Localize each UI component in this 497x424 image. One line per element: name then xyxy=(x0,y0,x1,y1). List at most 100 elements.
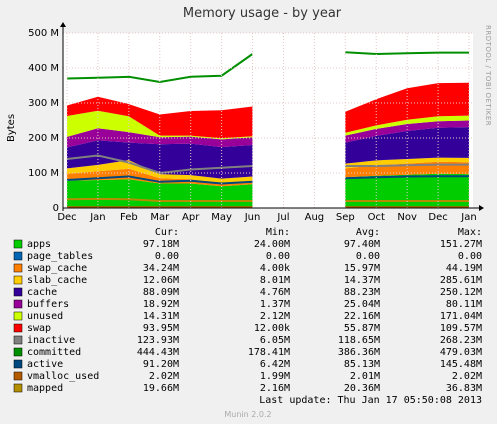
legend-avg-value: 14.37M xyxy=(344,275,380,286)
legend-max-value: 171.04M xyxy=(440,311,482,322)
x-tick-label: Dec xyxy=(57,212,76,223)
legend-min-value: 1.37M xyxy=(260,299,290,310)
chart-title: Memory usage - by year xyxy=(183,6,342,21)
legend-avg-value: 22.16M xyxy=(344,311,380,322)
legend-avg-value: 88.23M xyxy=(344,287,380,298)
x-tick-label: Jan xyxy=(460,212,476,223)
legend-min-value: 12.00k xyxy=(254,323,290,334)
x-tick-label: Nov xyxy=(397,212,417,223)
legend-cur-value: 444.43M xyxy=(137,347,179,358)
legend-name: page_tables xyxy=(27,251,93,262)
legend-name: mapped xyxy=(27,383,63,394)
legend-avg-value: 15.97M xyxy=(344,263,380,274)
y-tick-label: 400 M xyxy=(28,63,59,74)
legend-cur-value: 123.93M xyxy=(137,335,179,346)
legend-min-value: 178.41M xyxy=(248,347,290,358)
x-axis-arrow xyxy=(479,205,484,211)
legend-name: committed xyxy=(27,347,81,358)
legend-name: buffers xyxy=(27,299,69,310)
legend-avg-value: 118.65M xyxy=(338,335,380,346)
legend-name: vmalloc_used xyxy=(27,371,99,382)
legend-max-value: 268.23M xyxy=(440,335,482,346)
legend-max-value: 250.12M xyxy=(440,287,482,298)
legend-max-value: 44.19M xyxy=(446,263,482,274)
legend-avg-value: 55.87M xyxy=(344,323,380,334)
legend-avg-value: 0.00 xyxy=(356,251,380,262)
area-unused xyxy=(67,110,253,140)
legend-min-value: 6.42M xyxy=(260,359,290,370)
legend-name: apps xyxy=(27,239,51,250)
x-tick-label: Sep xyxy=(336,212,355,223)
legend-cur-value: 12.06M xyxy=(143,275,179,286)
legend-cur-value: 0.00 xyxy=(155,251,179,262)
legend-cur-value: 91.20M xyxy=(143,359,179,370)
legend-name: swap xyxy=(27,323,51,334)
legend-max-value: 80.11M xyxy=(446,299,482,310)
legend-min-value: 2.16M xyxy=(260,383,290,394)
legend-cur-value: 19.66M xyxy=(143,383,179,394)
legend-swatch-swap xyxy=(13,323,23,333)
x-tick-label: Feb xyxy=(120,212,138,223)
legend-swatch-swap_cache xyxy=(13,263,23,273)
axis-layer: 0 100 M 200 M 300 M 400 M 500 M Dec Jan Feb Mar Ap… xyxy=(28,22,484,223)
legend-swatch-unused xyxy=(13,311,23,321)
legend-max-value: 285.61M xyxy=(440,275,482,286)
x-tick-label: Mar xyxy=(150,212,170,223)
legend-swatch-mapped xyxy=(13,383,23,393)
legend-min-value: 4.76M xyxy=(260,287,290,298)
y-axis-label: Bytes xyxy=(6,114,17,142)
legend-avg-value: 2.01M xyxy=(350,371,380,382)
legend-swatch-inactive xyxy=(13,335,23,345)
legend-max-value: 0.00 xyxy=(458,251,482,262)
legend-cur-value: 18.92M xyxy=(143,299,179,310)
x-tick-label: Jan xyxy=(89,212,105,223)
legend-swatch-page_tables xyxy=(13,251,23,261)
x-tick-label: Oct xyxy=(368,212,385,223)
legend-max-value: 109.57M xyxy=(440,323,482,334)
legend-swatch-apps xyxy=(13,239,23,249)
legend: Cur: Min: Avg: Max: apps 97.18M 24.00M 97.4… xyxy=(13,227,482,394)
x-tick-label: Apr xyxy=(182,212,200,223)
legend-avg-value: 386.36M xyxy=(338,347,380,358)
legend-avg-value: 97.40M xyxy=(344,239,380,250)
legend-min-value: 24.00M xyxy=(254,239,290,250)
area-slab_cache xyxy=(67,160,253,183)
rrdtool-credit: RRDTOOL / TOBI OETIKER xyxy=(484,25,492,126)
legend-max-value: 36.83M xyxy=(446,383,482,394)
legend-header-avg: Avg: xyxy=(356,227,380,238)
legend-min-value: 8.01M xyxy=(260,275,290,286)
legend-cur-value: 97.18M xyxy=(143,239,179,250)
legend-cur-value: 93.95M xyxy=(143,323,179,334)
legend-max-value: 151.27M xyxy=(440,239,482,250)
munin-version: Munin 2.0.2 xyxy=(224,410,271,419)
x-tick-label: May xyxy=(211,212,232,223)
legend-min-value: 6.05M xyxy=(260,335,290,346)
area-apps xyxy=(345,173,469,208)
line-committed xyxy=(345,51,469,56)
legend-avg-value: 20.36M xyxy=(344,383,380,394)
y-axis-arrow xyxy=(60,22,66,27)
legend-cur-value: 88.09M xyxy=(143,287,179,298)
y-tick-label: 300 M xyxy=(28,98,59,109)
legend-min-value: 1.99M xyxy=(260,371,290,382)
legend-max-value: 479.03M xyxy=(440,347,482,358)
x-tick-label: Aug xyxy=(305,212,325,223)
legend-cur-value: 34.24M xyxy=(143,263,179,274)
legend-swatch-buffers xyxy=(13,299,23,309)
legend-swatch-committed xyxy=(13,347,23,357)
legend-swatch-cache xyxy=(13,287,23,297)
y-tick-label: 200 M xyxy=(28,133,59,144)
x-tick-label: Jul xyxy=(276,212,289,223)
legend-name: slab_cache xyxy=(27,275,87,286)
legend-swatch-vmalloc_used xyxy=(13,371,23,381)
y-tick-label: 100 M xyxy=(28,168,59,179)
legend-name: inactive xyxy=(27,335,75,346)
x-tick-label: Dec xyxy=(428,212,447,223)
legend-min-value: 2.12M xyxy=(260,311,290,322)
legend-header-min: Min: xyxy=(266,227,290,238)
legend-min-value: 4.00k xyxy=(260,263,290,274)
legend-swatch-active xyxy=(13,359,23,369)
x-tick-label: Jun xyxy=(244,212,261,223)
line-active xyxy=(345,175,469,180)
